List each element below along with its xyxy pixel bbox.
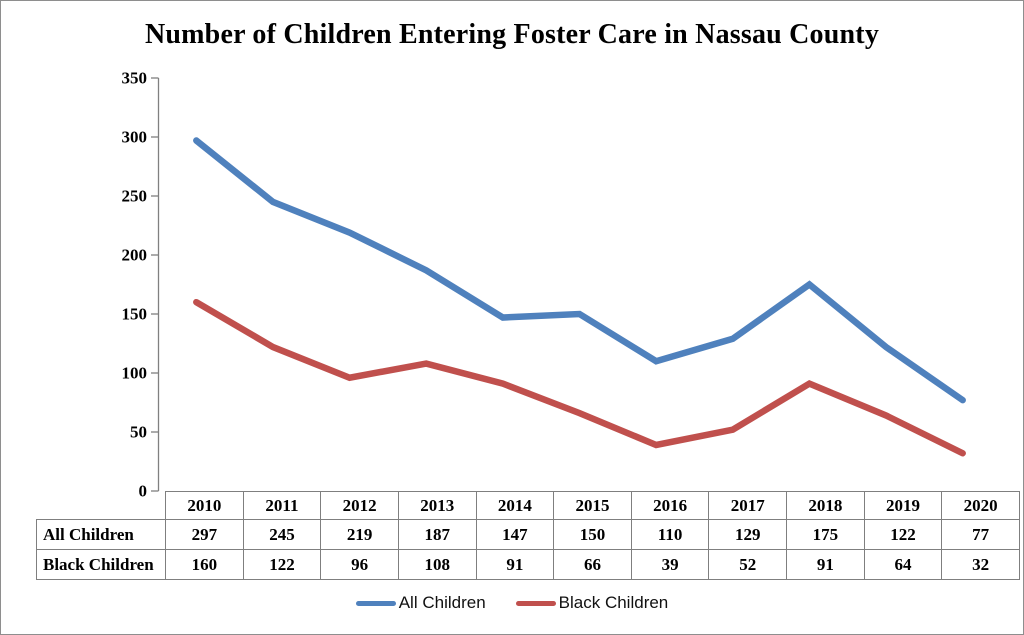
- value-cell: 91: [786, 549, 865, 580]
- series-line-black-children: [193, 298, 966, 457]
- value-cell: 64: [863, 549, 943, 580]
- value-cell: 219: [320, 519, 399, 550]
- legend-item-black-children: Black Children: [515, 593, 669, 613]
- legend-line-swatch: [355, 600, 396, 606]
- value-cell: 245: [242, 519, 322, 550]
- value-cell: 110: [630, 519, 710, 550]
- y-tick-label: 350: [121, 68, 148, 88]
- year-cell: 2014: [475, 491, 555, 520]
- y-tick-label: 200: [121, 245, 148, 265]
- year-cell: 2012: [320, 491, 399, 520]
- value-cell: 91: [475, 549, 555, 580]
- year-cell: 2019: [863, 491, 943, 520]
- year-cell: 2013: [397, 491, 477, 520]
- legend-item-all-children: All Children: [355, 593, 486, 613]
- value-cell: 32: [941, 549, 1020, 580]
- value-cell: 108: [397, 549, 477, 580]
- y-tick-label: 150: [121, 304, 148, 324]
- value-cell: 147: [475, 519, 555, 550]
- year-cell: 2016: [630, 491, 710, 520]
- y-tick-label: 100: [121, 363, 148, 383]
- chart-legend: All Children Black Children: [1, 593, 1023, 613]
- value-cell: 175: [786, 519, 865, 550]
- value-cell: 77: [941, 519, 1020, 550]
- value-cell: 96: [320, 549, 399, 580]
- table-corner-spacer: [37, 492, 166, 520]
- year-cell: 2017: [708, 491, 787, 520]
- value-cell: 129: [708, 519, 787, 550]
- value-cell: 122: [242, 549, 322, 580]
- value-cell: 66: [553, 549, 632, 580]
- y-tick-label: 250: [121, 186, 148, 206]
- series-label-cell: Black Children: [36, 549, 166, 580]
- year-cell: 2020: [941, 491, 1020, 520]
- year-cell: 2015: [553, 491, 632, 520]
- value-cell: 160: [165, 549, 244, 580]
- value-cell: 297: [165, 519, 244, 550]
- legend-label: Black Children: [558, 593, 669, 612]
- y-tick-label: 300: [121, 127, 148, 147]
- value-cell: 122: [863, 519, 943, 550]
- series-label-cell: All Children: [36, 519, 166, 550]
- data-table: 2010 2011 2012 2013 2014 2015 2016 2017 2018 2019…: [36, 491, 1020, 580]
- y-tick-label: 50: [130, 422, 147, 442]
- legend-label: All Children: [398, 593, 486, 612]
- chart-title: Number of Children Entering Foster Care …: [144, 19, 880, 50]
- series-line-all-children: [193, 137, 966, 404]
- value-cell: 187: [397, 519, 477, 550]
- year-cell: 2010: [165, 491, 244, 520]
- year-cell: 2018: [786, 491, 865, 520]
- legend-line-swatch: [515, 600, 556, 606]
- year-cell: 2011: [242, 491, 322, 520]
- y-tick-label: 0: [138, 481, 148, 501]
- value-cell: 52: [708, 549, 787, 580]
- value-cell: 39: [630, 549, 710, 580]
- value-cell: 150: [553, 519, 632, 550]
